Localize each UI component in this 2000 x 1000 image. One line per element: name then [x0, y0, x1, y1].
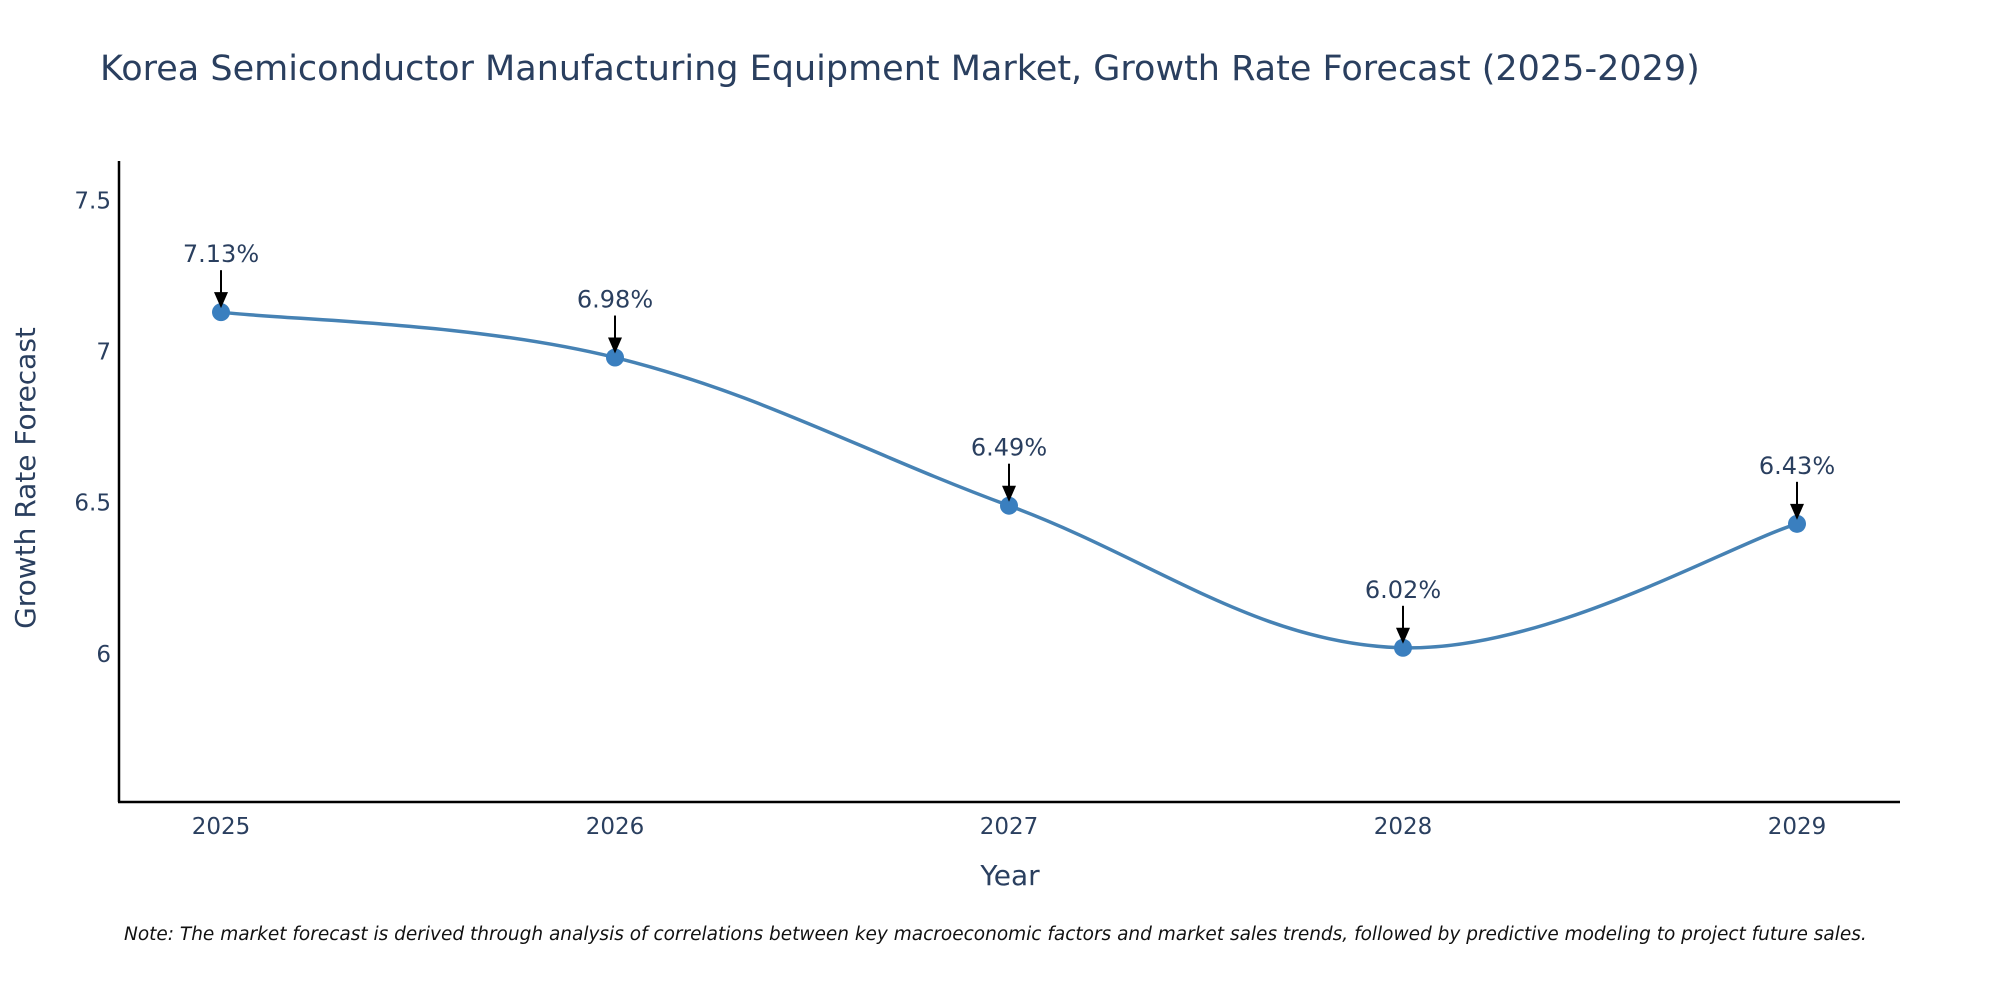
- annotation-arrow-head: [214, 292, 228, 309]
- x-tick-label: 2027: [980, 814, 1039, 840]
- data-point: [1788, 514, 1806, 533]
- y-tick-label: 7.5: [74, 188, 111, 214]
- data-point: [1394, 638, 1412, 657]
- y-axis-ticks: 6 6.5 7 7.5: [74, 188, 111, 668]
- y-tick-label: 6: [96, 642, 111, 668]
- y-tick-label: 7: [96, 339, 111, 365]
- data-point: [212, 303, 230, 322]
- annotation-arrow-head: [608, 337, 622, 354]
- data-point: [1000, 496, 1018, 515]
- y-tick-label: 6.5: [74, 491, 111, 517]
- data-label: 6.49%: [971, 434, 1047, 462]
- x-axis-title: Year: [979, 859, 1040, 892]
- data-label: 6.43%: [1759, 452, 1835, 480]
- data-markers: [212, 303, 1806, 657]
- footnote: Note: The market forecast is derived thr…: [124, 924, 1867, 945]
- data-annotations: 7.13% 6.98% 6.49% 6.02% 6.43%: [183, 240, 1835, 644]
- data-label: 6.02%: [1365, 576, 1441, 604]
- annotation-arrow-head: [1396, 627, 1410, 644]
- x-tick-label: 2026: [586, 814, 645, 840]
- y-axis-title: Growth Rate Forecast: [9, 327, 42, 629]
- chart-title: Korea Semiconductor Manufacturing Equipm…: [100, 49, 1700, 89]
- data-label: 6.98%: [577, 286, 653, 314]
- annotation-arrow-head: [1002, 485, 1016, 502]
- x-tick-label: 2028: [1374, 814, 1433, 840]
- data-label: 7.13%: [183, 240, 259, 268]
- annotation-arrow-head: [1790, 503, 1804, 520]
- data-point: [606, 348, 624, 367]
- x-tick-label: 2025: [192, 814, 251, 840]
- x-tick-label: 2029: [1768, 814, 1827, 840]
- x-axis-ticks: 2025 2026 2027 2028 2029: [192, 814, 1827, 840]
